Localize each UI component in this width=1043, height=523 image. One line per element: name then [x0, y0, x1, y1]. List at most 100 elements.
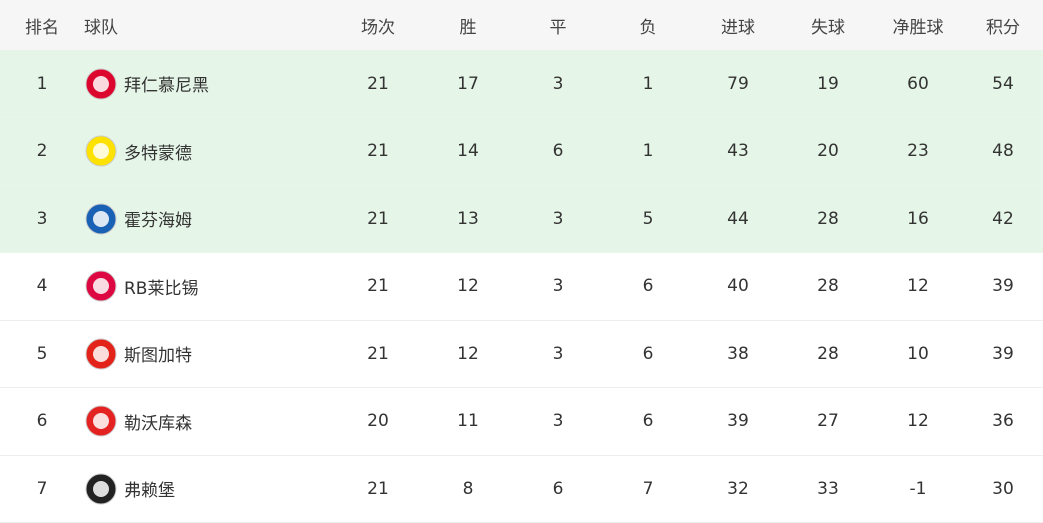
- played: 21: [367, 343, 389, 364]
- table-row[interactable]: 2 多特蒙德 21 14 6 1 43 20 23 48: [0, 117, 1043, 186]
- points: 36: [992, 411, 1014, 432]
- team-cell[interactable]: RB莱比锡: [84, 253, 333, 321]
- goals-against: 20: [817, 141, 839, 162]
- losses: 1: [642, 141, 654, 162]
- stuttgart-logo-icon: [84, 337, 118, 371]
- header-goal-diff: 净胜球: [892, 17, 944, 38]
- points: 42: [992, 208, 1014, 229]
- goals-against: 28: [817, 276, 839, 297]
- header-wins: 胜: [459, 17, 477, 38]
- team-cell[interactable]: 多特蒙德: [84, 118, 333, 186]
- goals-against: 27: [817, 411, 839, 432]
- header-goals-against: 失球: [811, 17, 845, 38]
- bayern-logo-icon: [84, 67, 118, 101]
- draws: 3: [552, 411, 564, 432]
- goal-diff: 23: [907, 141, 929, 162]
- goals-for: 44: [727, 208, 749, 229]
- wins: 14: [457, 141, 479, 162]
- losses: 6: [642, 411, 654, 432]
- draws: 6: [552, 141, 564, 162]
- draws: 3: [552, 276, 564, 297]
- draws: 3: [552, 73, 564, 94]
- header-draws: 平: [549, 17, 567, 38]
- goal-diff: 10: [907, 343, 929, 364]
- points: 48: [992, 141, 1014, 162]
- team-cell[interactable]: 斯图加特: [84, 320, 333, 388]
- team-cell[interactable]: 拜仁慕尼黑: [84, 50, 333, 118]
- team-name: RB莱比锡: [124, 278, 199, 299]
- goals-against: 28: [817, 343, 839, 364]
- losses: 1: [642, 73, 654, 94]
- rank: 6: [36, 411, 48, 432]
- goals-for: 39: [727, 411, 749, 432]
- points: 39: [992, 276, 1014, 297]
- wins: 13: [457, 208, 479, 229]
- played: 21: [367, 276, 389, 297]
- header-team: 球队: [84, 17, 118, 38]
- leipzig-logo-icon: [84, 269, 118, 303]
- goals-for: 43: [727, 141, 749, 162]
- hoffenheim-logo-icon: [84, 202, 118, 236]
- rank: 5: [36, 343, 48, 364]
- wins: 12: [457, 343, 479, 364]
- header-points: 积分: [986, 17, 1020, 38]
- wins: 8: [462, 478, 474, 499]
- points: 39: [992, 343, 1014, 364]
- freiburg-logo-icon: [84, 472, 118, 506]
- table-row[interactable]: 6 勒沃库森 20 11 3 6 39 27 12 36: [0, 388, 1043, 456]
- goals-against: 19: [817, 73, 839, 94]
- wins: 17: [457, 73, 479, 94]
- header-rank: 排名: [25, 17, 59, 38]
- played: 21: [367, 141, 389, 162]
- points: 30: [992, 478, 1014, 499]
- team-cell[interactable]: 弗赖堡: [84, 455, 333, 523]
- table-row[interactable]: 1 拜仁慕尼黑 21 17 3 1 79 19 60 54: [0, 50, 1043, 118]
- header-losses: 负: [639, 17, 657, 38]
- goals-against: 33: [817, 478, 839, 499]
- team-name: 多特蒙德: [124, 143, 192, 164]
- goal-diff: -1: [909, 478, 927, 499]
- team-name: 霍芬海姆: [124, 211, 192, 232]
- wins: 12: [457, 276, 479, 297]
- team-cell[interactable]: 勒沃库森: [84, 388, 333, 456]
- team-name: 斯图加特: [124, 346, 192, 367]
- points: 54: [992, 73, 1014, 94]
- goals-for: 32: [727, 478, 749, 499]
- goal-diff: 12: [907, 276, 929, 297]
- header-row: 排名 球队 场次 胜 平 负 进球 失球 净胜球 积分: [0, 0, 1043, 50]
- team-cell[interactable]: 霍芬海姆: [84, 185, 333, 253]
- rank: 7: [36, 478, 48, 499]
- draws: 6: [552, 478, 564, 499]
- leverkusen-logo-icon: [84, 404, 118, 438]
- played: 21: [367, 478, 389, 499]
- goals-against: 28: [817, 208, 839, 229]
- rank: 1: [36, 73, 48, 94]
- table-row[interactable]: 5 斯图加特 21 12 3 6 38 28 10 39: [0, 320, 1043, 388]
- played: 20: [367, 411, 389, 432]
- goals-for: 79: [727, 73, 749, 94]
- wins: 11: [457, 411, 479, 432]
- table-row[interactable]: 3 霍芬海姆 21 13 3 5 44 28 16 42: [0, 185, 1043, 253]
- table-row[interactable]: 7 弗赖堡 21 8 6 7 32 33 -1 30: [0, 455, 1043, 523]
- rank: 4: [36, 276, 48, 297]
- losses: 5: [642, 208, 654, 229]
- goals-for: 40: [727, 276, 749, 297]
- dortmund-logo-icon: [84, 134, 118, 168]
- rank: 3: [36, 208, 48, 229]
- draws: 3: [552, 208, 564, 229]
- draws: 3: [552, 343, 564, 364]
- goal-diff: 12: [907, 411, 929, 432]
- played: 21: [367, 73, 389, 94]
- team-name: 弗赖堡: [124, 481, 175, 502]
- losses: 6: [642, 276, 654, 297]
- team-name: 勒沃库森: [124, 413, 192, 434]
- goal-diff: 16: [907, 208, 929, 229]
- losses: 7: [642, 478, 654, 499]
- losses: 6: [642, 343, 654, 364]
- header-goals-for: 进球: [721, 17, 755, 38]
- table-row[interactable]: 4 RB莱比锡 21 12 3 6 40 28 12 39: [0, 253, 1043, 321]
- goal-diff: 60: [907, 73, 929, 94]
- header-played: 场次: [361, 17, 395, 38]
- played: 21: [367, 208, 389, 229]
